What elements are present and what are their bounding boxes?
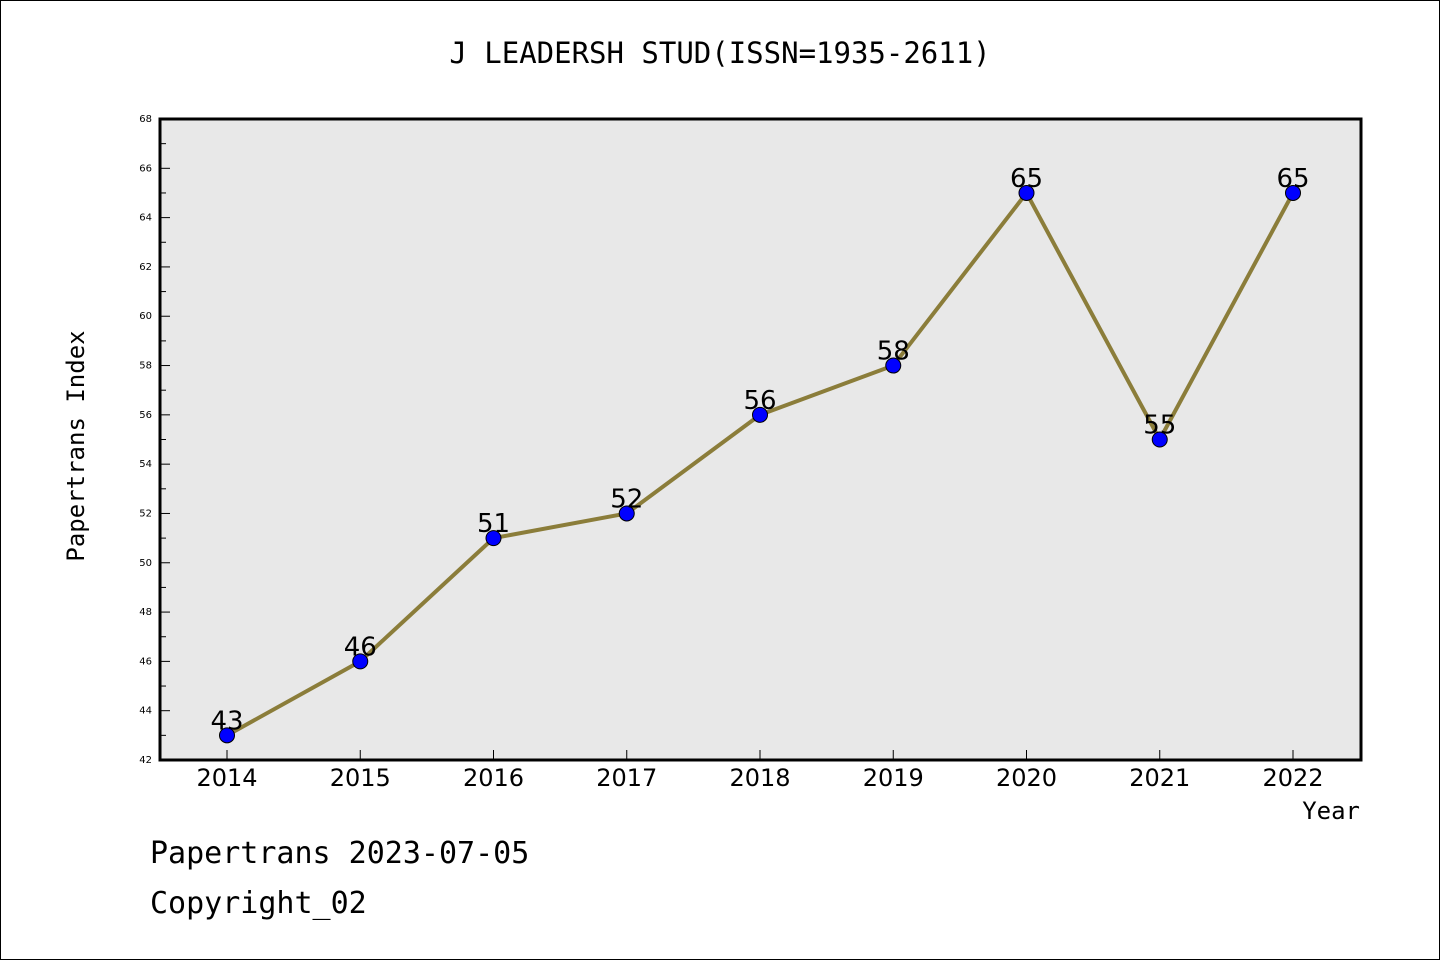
data-point [1151, 431, 1168, 448]
data-label: 43 [210, 706, 243, 736]
y-tick-label: 66 [139, 163, 152, 174]
y-tick-label: 54 [139, 459, 152, 470]
chart-title: J LEADERSH STUD(ISSN=1935-2611) [449, 36, 991, 70]
x-tick-label: 2021 [1129, 764, 1190, 792]
x-tick-label: 2018 [729, 764, 790, 792]
y-axis: 42 44 46 48 50 52 54 56 58 60 62 64 66 68 [139, 114, 170, 766]
y-tick-label: 46 [139, 656, 152, 667]
y-tick-label: 68 [139, 114, 152, 125]
data-label: 51 [477, 509, 510, 539]
data-point [352, 653, 369, 670]
data-point [885, 357, 902, 374]
y-tick-label: 42 [139, 755, 152, 766]
y-tick-label: 44 [139, 706, 152, 717]
footer-date: Papertrans 2023-07-05 [150, 836, 530, 871]
data-label: 56 [743, 386, 776, 416]
x-tick-label: 2020 [996, 764, 1057, 792]
data-label: 46 [344, 632, 377, 662]
y-tick-label: 60 [139, 311, 152, 322]
y-tick-label: 52 [139, 508, 152, 519]
y-tick-label: 58 [139, 361, 152, 372]
data-point [1018, 184, 1035, 201]
footer-copyright: Copyright_02 [150, 886, 367, 921]
x-tick-label: 2015 [330, 764, 391, 792]
series-layer: 43 46 51 52 56 58 65 55 65 [210, 164, 1310, 744]
x-tick-label: 2014 [196, 764, 257, 792]
y-tick-label: 62 [139, 262, 152, 273]
data-point [618, 505, 635, 522]
y-tick-label: 56 [139, 410, 152, 421]
plot-area [158, 117, 1363, 762]
x-tick-label: 2019 [863, 764, 924, 792]
x-tick-label: 2017 [596, 764, 657, 792]
x-axis-title: Year [1302, 797, 1360, 825]
y-tick-label: 64 [139, 213, 152, 224]
y-tick-label: 50 [139, 558, 152, 569]
x-tick-label: 2016 [463, 764, 524, 792]
data-point [485, 530, 502, 547]
x-axis: 2014 2015 2016 2017 2018 2019 2020 2021 2022 [196, 750, 1324, 792]
data-label: 52 [610, 484, 643, 514]
data-label: 65 [1010, 164, 1043, 194]
x-tick-label: 2022 [1262, 764, 1323, 792]
data-point [1285, 184, 1301, 201]
y-tick-label: 48 [139, 607, 152, 618]
data-point [219, 727, 235, 744]
data-label: 58 [877, 337, 910, 367]
data-label: 65 [1276, 164, 1309, 194]
data-point [752, 406, 768, 423]
data-label: 55 [1143, 411, 1176, 441]
y-axis-title: Papertrans Index [62, 330, 90, 562]
